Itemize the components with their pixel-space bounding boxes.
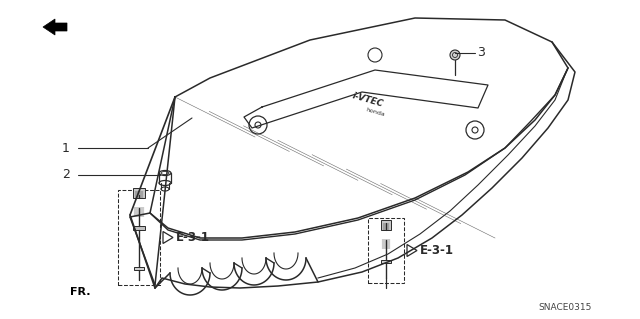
Bar xyxy=(381,220,391,230)
Text: FR.: FR. xyxy=(70,287,90,297)
Text: i-VTEC: i-VTEC xyxy=(351,91,385,109)
Bar xyxy=(368,218,404,283)
Text: E-3-1: E-3-1 xyxy=(420,244,454,257)
Bar xyxy=(134,267,144,270)
Bar xyxy=(133,188,145,198)
Bar xyxy=(381,260,391,263)
Circle shape xyxy=(450,50,460,60)
Text: honda: honda xyxy=(365,107,385,117)
Text: 3: 3 xyxy=(477,47,485,60)
Text: 2: 2 xyxy=(62,168,70,182)
Bar xyxy=(118,190,160,285)
Text: SNACE0315: SNACE0315 xyxy=(538,303,592,313)
Bar xyxy=(133,226,145,230)
Polygon shape xyxy=(43,19,67,35)
Text: E-3-1: E-3-1 xyxy=(176,231,210,244)
Text: 1: 1 xyxy=(62,142,70,154)
